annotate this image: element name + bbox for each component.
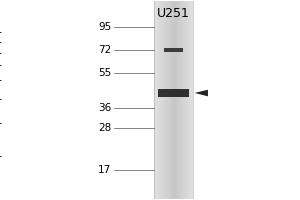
Text: 72: 72 [98,45,111,55]
Bar [192,0,193,199]
Bar [165,0,166,199]
Bar [172,0,173,199]
Bar [173,0,174,199]
Text: 55: 55 [98,68,111,78]
Bar [177,0,178,199]
Bar [169,0,170,199]
Bar [175,0,176,199]
Bar [180,0,181,199]
Bar [154,0,193,199]
Bar [186,0,187,199]
Bar [171,0,172,199]
Bar [164,48,183,52]
Bar [158,0,159,199]
Bar [189,0,190,199]
Bar [159,0,160,199]
Bar [161,0,162,199]
Bar [162,0,163,199]
Text: 95: 95 [98,22,111,32]
Bar [160,0,161,199]
Text: 36: 36 [98,103,111,113]
Bar [191,0,192,199]
Bar [188,0,189,199]
Text: 17: 17 [98,165,111,175]
Bar [154,0,155,199]
Bar [184,0,185,199]
Bar [168,0,169,199]
Text: U251: U251 [157,7,190,20]
Bar [182,0,183,199]
Bar [183,0,184,199]
Bar [190,0,191,199]
Bar [167,0,168,199]
Bar [163,0,164,199]
Bar [158,89,189,97]
Bar [170,0,171,199]
Bar [156,0,158,199]
Bar [187,0,188,199]
Bar [155,0,156,199]
Text: 28: 28 [98,123,111,133]
Bar [164,0,165,199]
Bar [166,0,167,199]
Bar [178,0,180,199]
Bar [176,0,177,199]
Bar [185,0,186,199]
Bar [174,0,175,199]
Polygon shape [195,90,208,96]
Bar [181,0,182,199]
